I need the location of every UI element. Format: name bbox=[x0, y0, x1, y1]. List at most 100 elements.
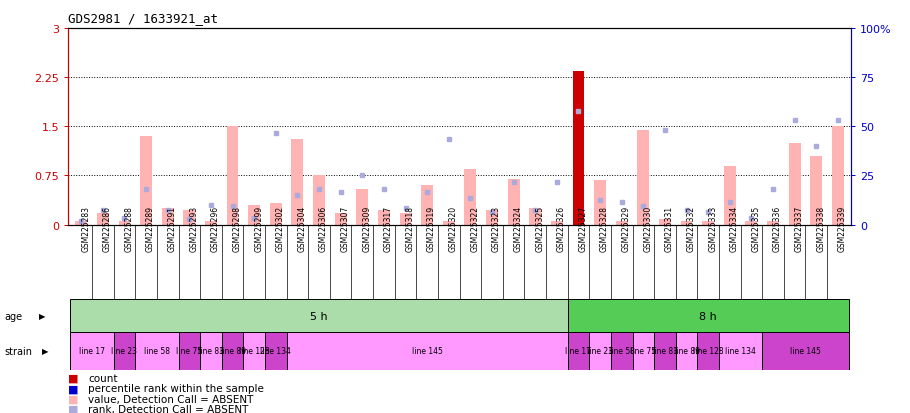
Bar bbox=[703, 222, 714, 225]
Text: line 17: line 17 bbox=[79, 347, 105, 356]
Text: line 134: line 134 bbox=[260, 347, 291, 356]
Bar bbox=[248, 206, 260, 225]
Bar bbox=[178, 332, 200, 370]
Text: GSM225330: GSM225330 bbox=[643, 206, 652, 252]
Bar bbox=[162, 209, 174, 225]
Text: line 134: line 134 bbox=[725, 347, 756, 356]
Bar bbox=[508, 179, 520, 225]
Bar bbox=[96, 213, 109, 225]
Text: GSM225325: GSM225325 bbox=[535, 206, 544, 252]
Text: line 89: line 89 bbox=[673, 347, 700, 356]
Text: value, Detection Call = ABSENT: value, Detection Call = ABSENT bbox=[88, 394, 254, 404]
Text: line 89: line 89 bbox=[219, 347, 246, 356]
Bar bbox=[291, 140, 303, 225]
Bar bbox=[611, 332, 632, 370]
Bar bbox=[76, 222, 87, 225]
Bar bbox=[568, 332, 590, 370]
Text: GSM225291: GSM225291 bbox=[167, 206, 177, 252]
Text: GSM225283: GSM225283 bbox=[81, 206, 90, 252]
Text: GSM225328: GSM225328 bbox=[600, 206, 609, 252]
Text: GDS2981 / 1633921_at: GDS2981 / 1633921_at bbox=[68, 12, 218, 25]
Text: line 83: line 83 bbox=[198, 347, 224, 356]
Bar bbox=[810, 157, 823, 225]
Text: line 17: line 17 bbox=[565, 347, 592, 356]
Bar bbox=[222, 332, 243, 370]
Bar bbox=[594, 180, 606, 225]
Bar bbox=[265, 332, 287, 370]
Text: line 75: line 75 bbox=[177, 347, 202, 356]
Bar bbox=[832, 127, 844, 225]
Text: GSM225336: GSM225336 bbox=[773, 206, 782, 252]
Text: GSM225333: GSM225333 bbox=[708, 206, 717, 252]
Bar bbox=[140, 137, 152, 225]
Text: GSM225298: GSM225298 bbox=[233, 206, 241, 252]
Bar bbox=[378, 211, 389, 225]
Bar bbox=[200, 332, 222, 370]
Bar bbox=[568, 299, 849, 332]
Text: GSM225288: GSM225288 bbox=[125, 206, 134, 252]
Text: GSM225331: GSM225331 bbox=[665, 206, 674, 252]
Text: GSM225302: GSM225302 bbox=[276, 206, 285, 252]
Text: 5 h: 5 h bbox=[310, 311, 328, 321]
Bar bbox=[227, 127, 238, 225]
Text: GSM225306: GSM225306 bbox=[319, 206, 328, 252]
Bar bbox=[572, 71, 584, 225]
Bar bbox=[659, 220, 671, 225]
Bar bbox=[464, 169, 476, 225]
Text: GSM225337: GSM225337 bbox=[794, 206, 804, 252]
Text: percentile rank within the sample: percentile rank within the sample bbox=[88, 383, 264, 393]
Text: GSM225326: GSM225326 bbox=[557, 206, 566, 252]
Text: ▶: ▶ bbox=[42, 347, 48, 356]
Bar bbox=[697, 332, 719, 370]
Bar bbox=[118, 222, 130, 225]
Text: GSM225286: GSM225286 bbox=[103, 206, 112, 252]
Text: line 58: line 58 bbox=[609, 347, 634, 356]
Bar bbox=[789, 143, 801, 225]
Bar bbox=[335, 213, 347, 225]
Bar bbox=[184, 211, 196, 225]
Text: GSM225304: GSM225304 bbox=[298, 206, 307, 252]
Bar bbox=[616, 222, 628, 225]
Bar bbox=[632, 332, 654, 370]
Text: ■: ■ bbox=[68, 394, 79, 404]
Text: GSM225317: GSM225317 bbox=[384, 206, 393, 252]
Bar bbox=[590, 332, 611, 370]
Text: 8 h: 8 h bbox=[699, 311, 717, 321]
Text: line 128: line 128 bbox=[238, 347, 269, 356]
Bar bbox=[767, 222, 779, 225]
Bar bbox=[243, 332, 265, 370]
Bar bbox=[270, 204, 282, 225]
Bar bbox=[205, 222, 217, 225]
Bar bbox=[287, 332, 568, 370]
Text: GSM225338: GSM225338 bbox=[816, 206, 825, 252]
Text: line 145: line 145 bbox=[790, 347, 821, 356]
Text: GSM225299: GSM225299 bbox=[254, 206, 263, 252]
Bar bbox=[723, 166, 735, 225]
Text: GSM225334: GSM225334 bbox=[730, 206, 739, 252]
Bar bbox=[763, 332, 849, 370]
Bar bbox=[313, 176, 325, 225]
Bar bbox=[486, 211, 498, 225]
Text: GSM225335: GSM225335 bbox=[752, 206, 761, 252]
Bar bbox=[551, 222, 562, 225]
Text: GSM225332: GSM225332 bbox=[686, 206, 695, 252]
Text: ■: ■ bbox=[68, 383, 79, 393]
Text: line 23: line 23 bbox=[111, 347, 137, 356]
Text: line 23: line 23 bbox=[587, 347, 613, 356]
Text: rank, Detection Call = ABSENT: rank, Detection Call = ABSENT bbox=[88, 404, 248, 413]
Text: line 58: line 58 bbox=[144, 347, 170, 356]
Text: ■: ■ bbox=[68, 373, 79, 383]
Bar bbox=[676, 332, 697, 370]
Text: GSM225318: GSM225318 bbox=[406, 206, 414, 252]
Text: GSM225323: GSM225323 bbox=[492, 206, 501, 252]
Text: GSM225307: GSM225307 bbox=[340, 206, 349, 252]
Text: GSM225296: GSM225296 bbox=[211, 206, 220, 252]
Text: GSM225339: GSM225339 bbox=[838, 206, 847, 252]
Bar bbox=[681, 222, 693, 225]
Text: GSM225319: GSM225319 bbox=[427, 206, 436, 252]
Bar bbox=[719, 332, 763, 370]
Text: GSM225327: GSM225327 bbox=[579, 206, 588, 252]
Text: GSM225329: GSM225329 bbox=[622, 206, 631, 252]
Bar bbox=[421, 186, 433, 225]
Bar bbox=[357, 189, 369, 225]
